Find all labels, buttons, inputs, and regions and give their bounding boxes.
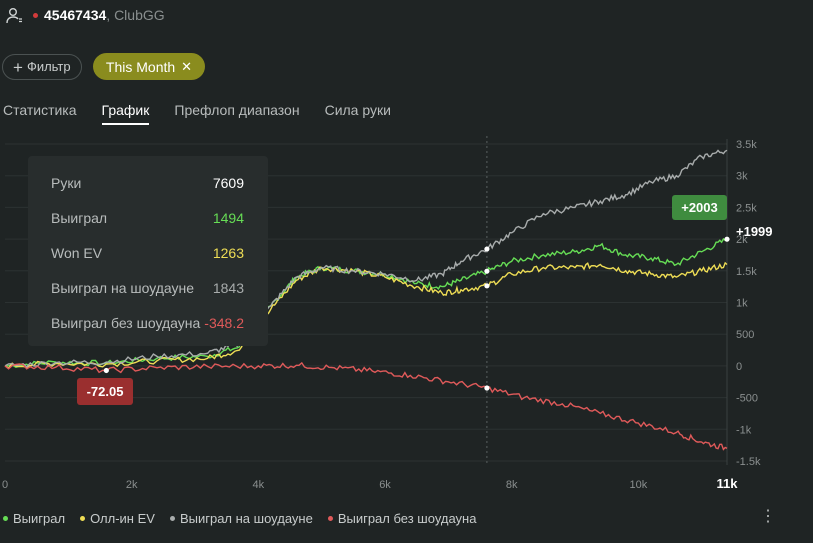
- series-line: [4, 149, 728, 368]
- tooltip-label: Выиграл без шоудауна: [51, 315, 201, 331]
- crosshair-dot-showdown: [484, 246, 490, 252]
- y-tick-label: 500: [736, 329, 754, 341]
- x-tick-label: 4k: [253, 479, 265, 491]
- tooltip-row-hands: Руки 7609: [51, 175, 244, 191]
- y-tick-label: 2.5k: [736, 202, 757, 214]
- tooltip-label: Выиграл: [51, 210, 108, 226]
- crosshair-dot-non-showdown: [484, 385, 490, 391]
- end-point-dot: [724, 236, 730, 242]
- y-tick-label: 3k: [736, 171, 748, 183]
- x-tick-label: 2k: [126, 479, 138, 491]
- y-tick-label: -1k: [736, 424, 752, 436]
- filter-button[interactable]: + Фильтр: [2, 54, 82, 80]
- user-settings-icon[interactable]: [6, 7, 24, 25]
- period-label: This Month: [105, 58, 176, 75]
- x-tick-label: 8k: [506, 479, 518, 491]
- plus-icon: +: [13, 57, 23, 77]
- series-line: [4, 237, 728, 369]
- y-tick-label: 2k: [736, 234, 748, 246]
- tab-hand-strength[interactable]: Сила руки: [324, 102, 391, 118]
- legend-item-won[interactable]: Выиграл: [3, 511, 65, 526]
- y-tick-label: 1k: [736, 298, 748, 310]
- tooltip-label: Won EV: [51, 245, 103, 261]
- tooltip-value: 1843: [212, 280, 244, 296]
- tooltip-row-won: Выиграл 1494: [51, 210, 244, 226]
- account-title: 45467434, ClubGG: [44, 7, 165, 23]
- y-tick-label: -500: [736, 393, 758, 405]
- status-dot: [33, 13, 38, 18]
- filter-label: Фильтр: [26, 59, 71, 74]
- min-point-dot: [103, 367, 109, 374]
- legend-label: Выиграл на шоудауне: [179, 511, 313, 526]
- x-tick-label: 0: [2, 479, 8, 491]
- legend-dot: [80, 516, 86, 521]
- legend-label: Выиграл: [13, 511, 66, 526]
- header-bar: 45467434, ClubGG: [0, 0, 813, 32]
- legend-dot: [169, 516, 175, 521]
- tooltip-value: 1263: [212, 245, 244, 261]
- series-line: [4, 361, 728, 451]
- crosshair-dot-won-ev: [484, 283, 490, 289]
- y-tick-label: 3.5k: [736, 139, 757, 151]
- tab-statistics[interactable]: Статистика: [3, 102, 77, 118]
- legend-label: Олл-ин EV: [90, 511, 155, 526]
- hover-tooltip: Руки 7609 Выиграл 1494 Won EV 1263 Выигр…: [28, 156, 268, 346]
- tooltip-value: -348.2: [204, 315, 244, 331]
- legend-item-non-showdown[interactable]: Выиграл без шоудауна: [327, 511, 477, 526]
- chart-legend: Выиграл Олл-ин EV Выиграл на шоудауне Вы…: [3, 511, 491, 526]
- legend-label: Выиграл без шоудауна: [337, 511, 477, 526]
- y-tick-label: -1.5k: [736, 456, 761, 468]
- x-tick-label: 6k: [379, 479, 391, 491]
- tooltip-row-showdown: Выиграл на шоудауне 1843: [51, 280, 244, 296]
- x-tick-label: 10k: [629, 479, 647, 491]
- won-end-badge: +2003: [672, 195, 727, 220]
- tooltip-row-non-showdown: Выиграл без шоудауна -348.2: [51, 315, 244, 331]
- player-id: 45467434: [44, 7, 107, 23]
- legend-dot: [327, 516, 333, 521]
- legend-dot: [3, 516, 8, 521]
- tab-preflop-range[interactable]: Префлоп диапазон: [174, 102, 300, 118]
- series-line: [4, 261, 728, 370]
- tooltip-label: Выиграл на шоудауне: [51, 280, 195, 296]
- legend-item-allin-ev[interactable]: Олл-ин EV: [80, 511, 155, 526]
- non-showdown-min-badge: -72.05: [77, 378, 133, 405]
- tooltip-value: 1494: [212, 210, 244, 226]
- tooltip-value: 7609: [212, 175, 244, 191]
- club-name: , ClubGG: [106, 7, 165, 23]
- period-chip[interactable]: This Month ✕: [93, 53, 205, 80]
- crosshair-dot-won: [484, 268, 490, 274]
- x-tick-label: 11k: [717, 476, 739, 491]
- legend-item-showdown[interactable]: Выиграл на шоудауне: [169, 511, 313, 526]
- tab-bar: Статистика График Префлоп диапазон Сила …: [0, 101, 413, 125]
- tooltip-row-won-ev: Won EV 1263: [51, 245, 244, 261]
- y-tick-label: 1.5k: [736, 266, 757, 278]
- won-end-value: +1999: [736, 224, 773, 239]
- y-tick-label: 0: [736, 361, 742, 373]
- tooltip-label: Руки: [51, 175, 82, 191]
- close-icon[interactable]: ✕: [181, 58, 193, 74]
- more-options-icon[interactable]: ⋮: [760, 508, 776, 525]
- tab-graph[interactable]: График: [101, 101, 150, 125]
